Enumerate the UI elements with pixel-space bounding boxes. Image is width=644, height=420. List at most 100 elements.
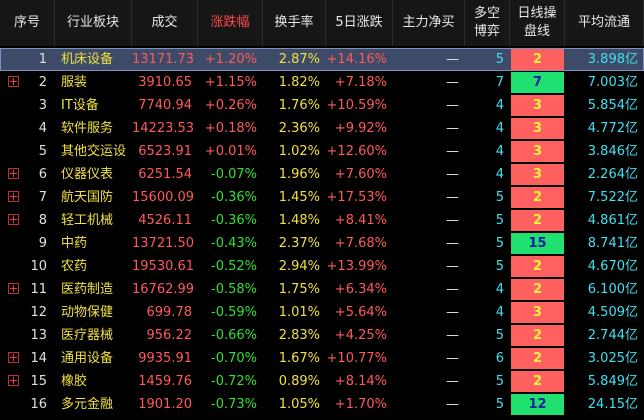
signal-cell: 12: [511, 394, 564, 415]
column-header: 成交: [132, 0, 198, 46]
cell-net: —: [446, 397, 459, 412]
signal-cell: 3: [511, 118, 564, 139]
cell-turnover: 1.82%: [278, 75, 320, 90]
cell-float: 4.670亿: [587, 259, 638, 274]
cell-no: 8: [38, 213, 47, 228]
cell-float: 4.509亿: [587, 305, 638, 320]
cell-change5: +12.60%: [326, 144, 387, 159]
cell-no: 5: [38, 144, 47, 159]
cell-change: -0.58%: [211, 282, 257, 297]
cell-no: 4: [38, 121, 47, 136]
cell-net: —: [446, 236, 459, 251]
cell-no: 2: [38, 75, 47, 90]
cell-name: 轻工机械: [61, 213, 114, 228]
expand-button[interactable]: [8, 168, 19, 179]
expand-button[interactable]: [8, 214, 19, 225]
cell-turnover: 1.05%: [278, 397, 320, 412]
cell-name: IT设备: [61, 98, 99, 113]
cell-change5: +9.92%: [334, 121, 387, 136]
cell-float: 3.025亿: [587, 351, 638, 366]
cell-no: 10: [30, 259, 47, 274]
cell-change5: +14.16%: [326, 52, 387, 67]
cell-game: 4: [495, 98, 504, 113]
table-row: 10 农药 19530.61 -0.52% 2.94% +13.99% — 5 2 4.670亿: [0, 255, 644, 278]
cell-change5: +7.68%: [334, 236, 387, 251]
signal-cell: 2: [511, 279, 564, 300]
cell-net: —: [446, 167, 459, 182]
cell-game: 4: [495, 305, 504, 320]
column-header: 序号: [0, 0, 55, 46]
cell-change5: +10.59%: [326, 98, 387, 113]
cell-volume: 9935.91: [138, 351, 192, 366]
cell-volume: 6251.54: [138, 167, 192, 182]
cell-net: —: [446, 98, 459, 113]
expand-button[interactable]: [8, 283, 19, 294]
cell-game: 5: [495, 259, 504, 274]
cell-turnover: 1.67%: [278, 351, 320, 366]
cell-volume: 699.78: [146, 305, 193, 320]
cell-name: 其他交运设: [61, 144, 127, 159]
signal-cell: 2: [511, 348, 564, 369]
expand-button[interactable]: [8, 375, 19, 386]
cell-float: 24.15亿: [587, 397, 638, 412]
cell-change: -0.66%: [211, 328, 257, 343]
cell-net: —: [446, 259, 459, 274]
cell-turnover: 1.96%: [278, 167, 320, 182]
cell-name: 医药制造: [61, 282, 114, 297]
column-header: 多空 博弈: [465, 0, 510, 46]
cell-game: 4: [495, 282, 504, 297]
cell-change: +0.26%: [204, 98, 257, 113]
table-row: 7 航天国防 15600.09 -0.36% 1.45% +17.53% — 5 2 7.522亿: [0, 186, 644, 209]
column-header: 主力净买: [393, 0, 465, 46]
expand-button[interactable]: [8, 191, 19, 202]
cell-no: 9: [38, 236, 47, 251]
cell-net: —: [446, 213, 459, 228]
cell-volume: 3910.65: [138, 75, 192, 90]
cell-change: -0.72%: [211, 374, 257, 389]
signal-cell: 3: [511, 95, 564, 116]
signal-cell: 2: [511, 210, 564, 231]
column-header: 换手率: [263, 0, 326, 46]
cell-name: 动物保健: [61, 305, 114, 320]
column-header: 行业板块: [55, 0, 132, 46]
cell-net: —: [446, 282, 459, 297]
cell-float: 3.898亿: [587, 52, 638, 67]
cell-volume: 14223.53: [132, 121, 195, 136]
expand-button[interactable]: [8, 76, 19, 87]
cell-turnover: 1.02%: [278, 144, 320, 159]
cell-game: 5: [495, 236, 504, 251]
cell-name: 多元金融: [61, 397, 114, 412]
cell-no: 14: [30, 351, 47, 366]
cell-net: —: [446, 305, 459, 320]
cell-game: 5: [495, 397, 504, 412]
cell-change5: +8.41%: [334, 213, 387, 228]
cell-change5: +13.99%: [326, 259, 387, 274]
cell-volume: 15600.09: [132, 190, 195, 205]
cell-no: 15: [30, 374, 47, 389]
cell-float: 2.264亿: [587, 167, 638, 182]
expand-button[interactable]: [8, 352, 19, 363]
cell-name: 通用设备: [61, 351, 114, 366]
cell-float: 2.744亿: [587, 328, 638, 343]
cell-no: 16: [30, 397, 47, 412]
table-row: 1 机床设备 13171.73 +1.20% 2.87% +14.16% — 5 2 3.898亿: [0, 48, 644, 71]
cell-float: 8.741亿: [587, 236, 638, 251]
cell-change5: +5.64%: [334, 305, 387, 320]
cell-game: 5: [495, 374, 504, 389]
cell-float: 4.861亿: [587, 213, 638, 228]
cell-change: -0.36%: [211, 190, 257, 205]
cell-float: 6.100亿: [587, 282, 638, 297]
cell-volume: 19530.61: [132, 259, 195, 274]
table-row: 6 仪器仪表 6251.54 -0.07% 1.96% +7.60% — 4 3 2.264亿: [0, 163, 644, 186]
cell-change: -0.52%: [211, 259, 257, 274]
cell-net: —: [446, 75, 459, 90]
table-row: 12 动物保健 699.78 -0.59% 1.01% +5.64% — 4 3 4.509亿: [0, 301, 644, 324]
table-row: 2 服装 3910.65 +1.15% 1.82% +7.18% — 7 7 7.003亿: [0, 71, 644, 94]
cell-change: -0.59%: [211, 305, 257, 320]
cell-name: 中药: [61, 236, 88, 251]
table-row: 4 软件服务 14223.53 +0.18% 2.36% +9.92% —4 3 4.772亿: [0, 117, 644, 140]
cell-net: —: [446, 52, 459, 67]
cell-change: -0.73%: [211, 397, 257, 412]
cell-change5: +8.14%: [334, 374, 387, 389]
